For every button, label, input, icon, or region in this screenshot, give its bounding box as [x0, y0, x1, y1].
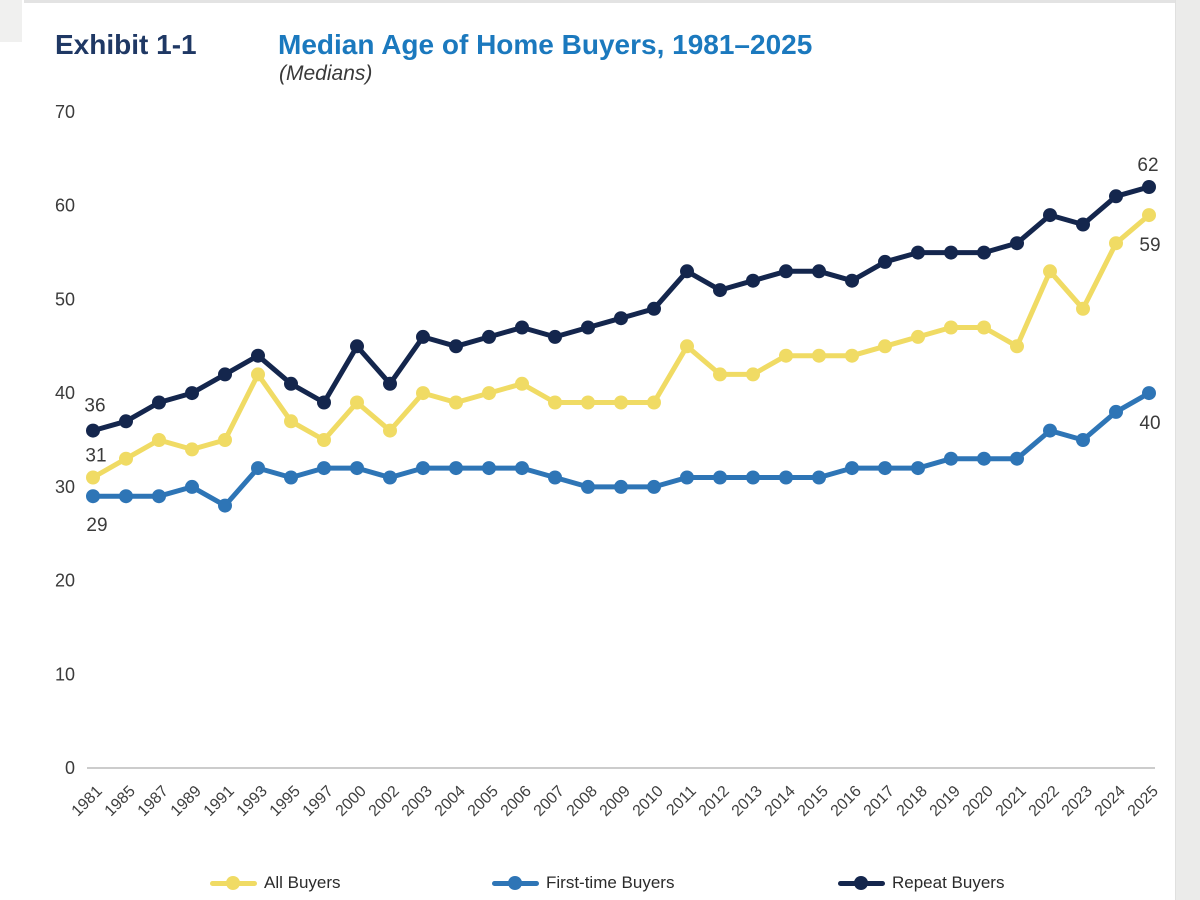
- svg-text:2013: 2013: [729, 783, 766, 820]
- legend-item-repeat-buyers: Repeat Buyers: [838, 866, 1004, 900]
- svg-text:1985: 1985: [102, 783, 139, 820]
- svg-text:2000: 2000: [333, 783, 370, 820]
- svg-text:1987: 1987: [135, 783, 172, 820]
- exhibit-label: Exhibit 1-1: [55, 29, 197, 60]
- svg-text:2004: 2004: [432, 783, 469, 820]
- svg-text:30: 30: [55, 477, 75, 497]
- svg-text:1981: 1981: [69, 783, 106, 820]
- all-buyers-line-marker-icon: [210, 876, 257, 890]
- svg-text:2018: 2018: [894, 783, 931, 820]
- svg-text:2009: 2009: [597, 783, 634, 820]
- svg-text:2025: 2025: [1125, 783, 1162, 820]
- svg-text:2022: 2022: [1026, 783, 1063, 820]
- page-top-border: [24, 0, 1200, 3]
- svg-text:2010: 2010: [630, 783, 667, 820]
- svg-text:1989: 1989: [168, 783, 205, 820]
- svg-text:2003: 2003: [399, 783, 436, 820]
- svg-text:2016: 2016: [828, 783, 865, 820]
- legend-item-first-time-buyers: First-time Buyers: [492, 866, 674, 900]
- legend-item-all-buyers: All Buyers: [210, 866, 341, 900]
- svg-text:40: 40: [1139, 413, 1160, 434]
- svg-text:60: 60: [55, 196, 75, 216]
- legend: All Buyers First-time Buyers Repeat Buye…: [0, 866, 1200, 900]
- svg-text:2021: 2021: [993, 783, 1030, 820]
- svg-text:2007: 2007: [531, 783, 568, 820]
- svg-text:2011: 2011: [663, 783, 699, 819]
- page-corner-shadow: [0, 0, 22, 42]
- svg-text:2023: 2023: [1059, 783, 1096, 820]
- svg-text:2008: 2008: [564, 783, 601, 820]
- svg-text:10: 10: [55, 664, 75, 684]
- svg-text:1997: 1997: [300, 783, 337, 820]
- chart-title: Median Age of Home Buyers, 1981–2025: [278, 29, 813, 60]
- svg-text:2005: 2005: [465, 783, 502, 820]
- svg-text:1991: 1991: [201, 783, 238, 820]
- svg-text:29: 29: [86, 515, 107, 536]
- repeat-buyers-line-marker-icon: [838, 876, 885, 890]
- svg-text:0: 0: [65, 758, 75, 778]
- first-time-buyers-line-marker-icon: [492, 876, 539, 890]
- svg-text:2012: 2012: [696, 783, 733, 820]
- svg-text:2020: 2020: [960, 783, 997, 820]
- svg-text:2014: 2014: [762, 783, 799, 820]
- svg-text:2019: 2019: [927, 783, 964, 820]
- page-edge-band: [1175, 0, 1200, 900]
- legend-label-first-time-buyers: First-time Buyers: [546, 873, 675, 892]
- svg-text:2017: 2017: [861, 783, 898, 820]
- svg-text:2006: 2006: [498, 783, 535, 820]
- svg-text:31: 31: [85, 446, 106, 467]
- legend-label-all-buyers: All Buyers: [264, 873, 341, 892]
- svg-text:62: 62: [1137, 155, 1158, 176]
- svg-text:59: 59: [1139, 235, 1160, 256]
- svg-text:2024: 2024: [1092, 783, 1129, 820]
- svg-text:70: 70: [55, 102, 75, 122]
- svg-text:20: 20: [55, 571, 75, 591]
- svg-text:1995: 1995: [267, 783, 304, 820]
- svg-text:2002: 2002: [366, 783, 403, 820]
- svg-text:1993: 1993: [234, 783, 271, 820]
- svg-text:2015: 2015: [795, 783, 832, 820]
- legend-label-repeat-buyers: Repeat Buyers: [892, 873, 1005, 892]
- svg-text:50: 50: [55, 289, 75, 309]
- chart-subtitle: (Medians): [279, 62, 373, 85]
- svg-text:36: 36: [84, 396, 105, 417]
- svg-text:40: 40: [55, 383, 75, 403]
